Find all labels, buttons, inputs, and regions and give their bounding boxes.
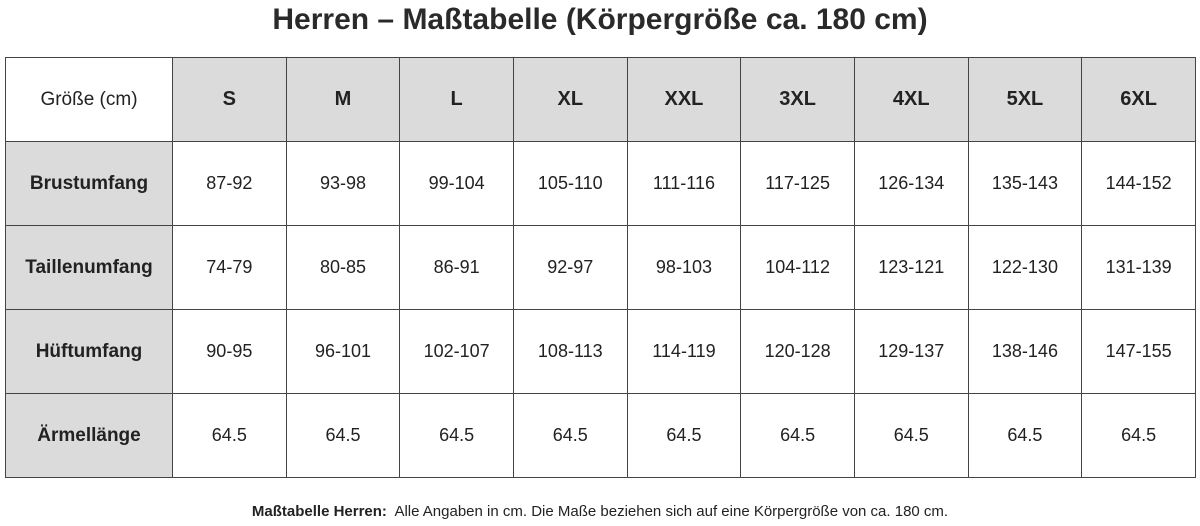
cell: 135-143 xyxy=(967,141,1083,226)
cell: 80-85 xyxy=(285,225,401,310)
cell: 92-97 xyxy=(512,225,628,310)
cell: 120-128 xyxy=(740,309,855,394)
size-header: XL xyxy=(512,57,628,142)
size-header: S xyxy=(172,57,287,142)
cell: 90-95 xyxy=(172,309,287,394)
footnote-label: Maßtabelle Herren: xyxy=(251,503,387,520)
cell: 64.5 xyxy=(740,393,855,478)
cell: 99-104 xyxy=(399,141,514,226)
cell: 64.5 xyxy=(172,393,287,478)
cell: 96-101 xyxy=(285,309,401,394)
header-row: Größe (cm) S M L XL XXL 3XL 4XL 5XL 6XL xyxy=(5,57,1196,142)
cell: 98-103 xyxy=(626,225,742,310)
cell: 131-139 xyxy=(1081,225,1196,310)
row-header: Hüftumfang xyxy=(5,309,173,394)
cell: 87-92 xyxy=(172,141,287,226)
measure-row: Ärmellänge 64.5 64.5 64.5 64.5 64.5 64.5 64.5 64… xyxy=(5,393,1196,478)
cell: 122-130 xyxy=(967,225,1083,310)
cell: 111-116 xyxy=(626,141,742,226)
footnote-text: Alle Angaben in cm. Die Maße beziehen si… xyxy=(394,503,949,520)
title: Herren – Maßtabelle (Körpergröße ca. 180… xyxy=(272,3,928,36)
cell: 147-155 xyxy=(1081,309,1196,394)
cell: 64.5 xyxy=(626,393,742,478)
cell: 64.5 xyxy=(512,393,628,478)
size-header: M xyxy=(285,57,401,142)
footnote: Maßtabelle Herren: Alle Angaben in cm. D… xyxy=(0,503,1200,520)
cell: 108-113 xyxy=(512,309,628,394)
measure-row: Hüftumfang 90-95 96-101 102-107 108-113 114-1… xyxy=(5,309,1196,394)
cell: 64.5 xyxy=(1081,393,1196,478)
table-body: Größe (cm) S M L XL XXL 3XL 4XL 5XL 6XL Brustumfan… xyxy=(5,57,1196,478)
measure-row: Taillenumfang 74-79 80-85 86-91 92-97 98-103 1… xyxy=(5,225,1196,310)
size-header: L xyxy=(399,57,514,142)
row-header: Ärmellänge xyxy=(5,393,173,478)
row-header: Brustumfang xyxy=(5,141,173,226)
size-header: 6XL xyxy=(1081,57,1196,142)
cell: 93-98 xyxy=(285,141,401,226)
size-header: 4XL xyxy=(853,57,969,142)
cell: 126-134 xyxy=(853,141,969,226)
cell: 86-91 xyxy=(399,225,514,310)
size-table: Größe (cm) S M L XL XXL 3XL 4XL 5XL 6XL Brustumfan… xyxy=(5,57,1196,478)
cell: 105-110 xyxy=(512,141,628,226)
cell: 138-146 xyxy=(967,309,1083,394)
cell: 104-112 xyxy=(740,225,855,310)
size-header: 3XL xyxy=(740,57,855,142)
corner-cell: Größe (cm) xyxy=(5,57,173,142)
size-header: 5XL xyxy=(967,57,1083,142)
row-header: Taillenumfang xyxy=(5,225,173,310)
cell: 114-119 xyxy=(626,309,742,394)
cell: 64.5 xyxy=(285,393,401,478)
cell: 64.5 xyxy=(399,393,514,478)
cell: 74-79 xyxy=(172,225,287,310)
cell: 64.5 xyxy=(967,393,1083,478)
cell: 144-152 xyxy=(1081,141,1196,226)
cell: 102-107 xyxy=(399,309,514,394)
size-header: XXL xyxy=(626,57,742,142)
cell: 64.5 xyxy=(853,393,969,478)
cell: 123-121 xyxy=(853,225,969,310)
measure-row: Brustumfang 87-92 93-98 99-104 105-110 111-11… xyxy=(5,141,1196,226)
cell: 129-137 xyxy=(853,309,969,394)
cell: 117-125 xyxy=(740,141,855,226)
